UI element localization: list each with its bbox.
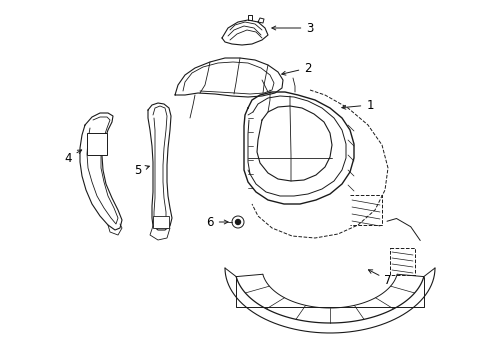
- Bar: [87, 133, 107, 155]
- Text: 3: 3: [271, 22, 313, 35]
- Polygon shape: [148, 103, 172, 230]
- Text: 2: 2: [281, 62, 311, 75]
- Text: 5: 5: [134, 163, 149, 176]
- Text: 1: 1: [341, 99, 373, 112]
- Circle shape: [235, 220, 240, 225]
- Bar: [153, 216, 169, 228]
- Polygon shape: [222, 20, 267, 45]
- Polygon shape: [175, 58, 283, 97]
- Polygon shape: [80, 113, 122, 230]
- Text: 7: 7: [367, 270, 391, 287]
- Text: 6: 6: [206, 216, 228, 229]
- Polygon shape: [244, 92, 353, 204]
- Text: 4: 4: [64, 150, 81, 165]
